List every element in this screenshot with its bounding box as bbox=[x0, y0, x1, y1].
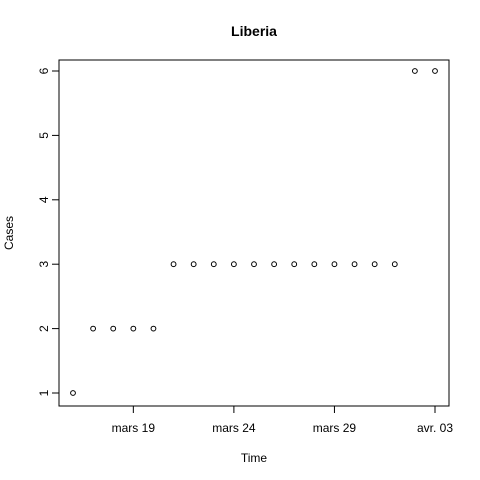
data-points bbox=[70, 68, 438, 396]
y-axis: 1 2 3 4 5 6 bbox=[37, 67, 60, 396]
y-tick-label: 2 bbox=[37, 325, 51, 332]
x-tick-label: avr. 03 bbox=[417, 421, 453, 435]
data-point bbox=[371, 261, 378, 268]
y-tick-label: 6 bbox=[37, 67, 51, 74]
data-point bbox=[150, 325, 157, 332]
x-axis: mars 19 mars 24 mars 29 avr. 03 bbox=[112, 405, 453, 435]
x-tick-label: mars 24 bbox=[212, 421, 256, 435]
plot-frame bbox=[58, 59, 450, 407]
data-point bbox=[251, 261, 257, 268]
data-point bbox=[432, 68, 438, 74]
y-tick-label: 5 bbox=[37, 132, 51, 139]
data-point bbox=[170, 261, 177, 268]
data-point bbox=[271, 261, 278, 268]
x-tick-label: mars 29 bbox=[313, 421, 357, 435]
y-axis-label: Cases bbox=[2, 216, 16, 250]
data-point bbox=[311, 261, 318, 268]
data-point bbox=[190, 261, 197, 268]
y-tick-label: 4 bbox=[37, 196, 51, 203]
data-point bbox=[291, 261, 298, 268]
data-point bbox=[130, 325, 137, 332]
data-point bbox=[331, 261, 338, 268]
chart-title: Liberia bbox=[231, 23, 277, 39]
data-point bbox=[90, 325, 97, 332]
data-point bbox=[230, 261, 237, 268]
y-tick-label: 1 bbox=[37, 389, 51, 396]
data-point bbox=[110, 325, 117, 332]
y-tick-label: 3 bbox=[37, 261, 51, 268]
data-point bbox=[411, 68, 418, 74]
data-point bbox=[70, 390, 76, 396]
data-point bbox=[210, 261, 217, 268]
data-point bbox=[351, 261, 358, 268]
data-point bbox=[391, 261, 398, 268]
x-axis-label: Time bbox=[241, 451, 268, 465]
x-tick-label: mars 19 bbox=[112, 421, 156, 435]
